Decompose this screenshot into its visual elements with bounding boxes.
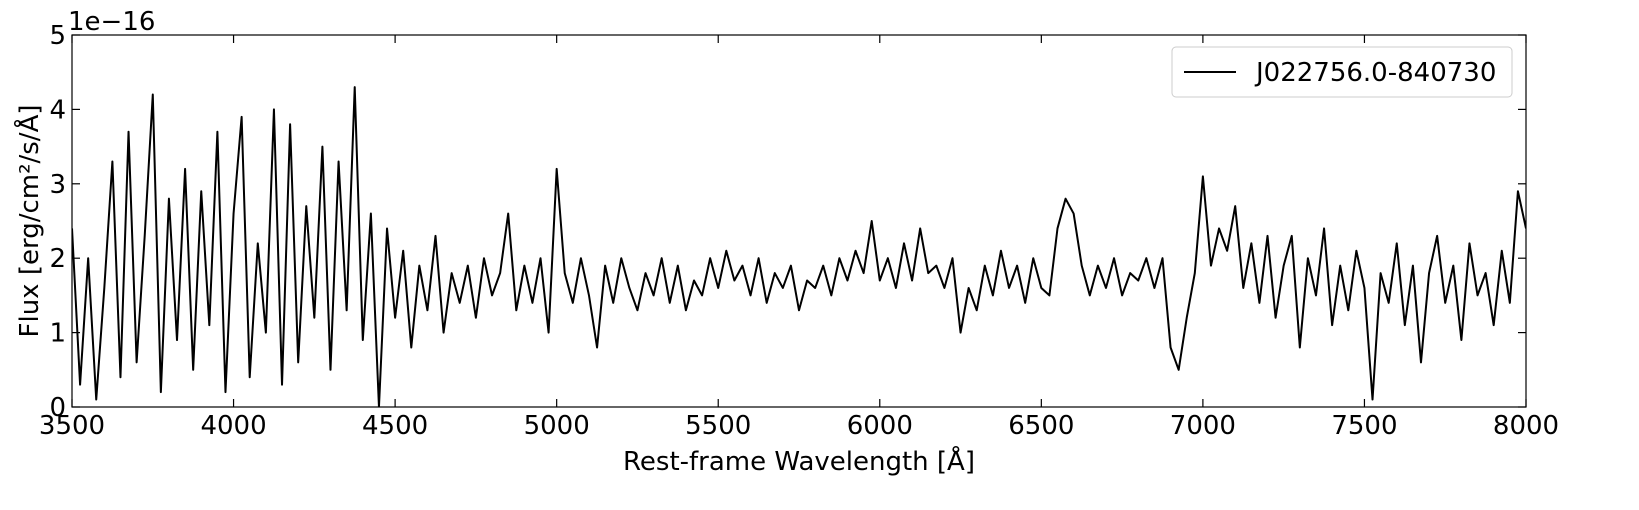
y-tick-label: 2	[49, 244, 66, 274]
y-tick-label: 4	[49, 95, 66, 125]
x-tick-label: 8000	[1493, 411, 1559, 441]
x-tick-label: 7500	[1331, 411, 1397, 441]
y-tick-label: 0	[49, 393, 66, 423]
x-tick-label: 4500	[362, 411, 428, 441]
legend-box	[1171, 46, 1513, 98]
x-tick-label: 7000	[1170, 411, 1236, 441]
x-tick-label: 5000	[524, 411, 590, 441]
x-tick-label: 5500	[685, 411, 751, 441]
x-tick-label: 3500	[39, 411, 105, 441]
plot-frame	[71, 34, 1527, 408]
y-tick-label: 5	[49, 21, 66, 51]
y-tick-label: 1	[49, 319, 66, 349]
x-axis-label: Rest-frame Wavelength [Å]	[623, 445, 975, 477]
x-tick-label: 6500	[1008, 411, 1074, 441]
y-offset-label: 1e−16	[68, 7, 155, 37]
y-tick-label: 3	[49, 170, 66, 200]
x-tick-label: 6000	[847, 411, 913, 441]
legend-label: J022756.0-840730	[1254, 58, 1496, 88]
y-axis-label: Flux [erg/cm²/s/Å]	[13, 105, 45, 338]
spectrum-line	[72, 86, 1526, 407]
x-tick-label: 4000	[200, 411, 266, 441]
